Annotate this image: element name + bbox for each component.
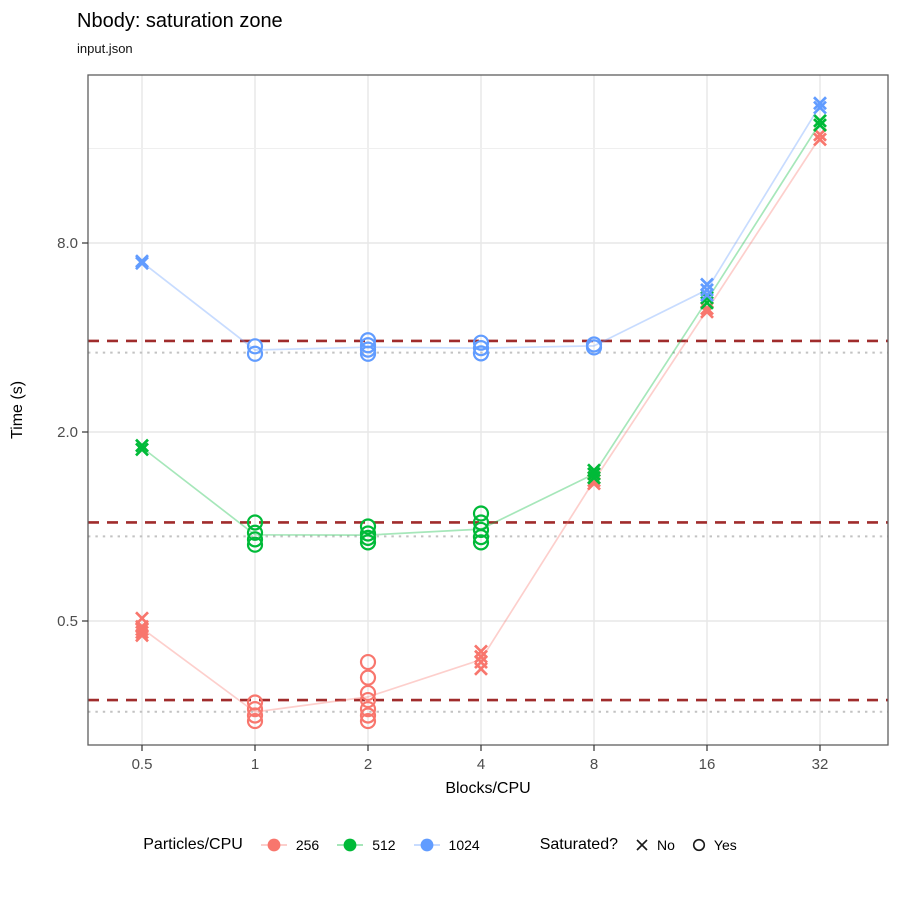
series-256-circle-marker (359, 653, 377, 671)
series-256-circle-marker (359, 669, 377, 686)
x-tick-label: 16 (699, 756, 716, 773)
panel-background (88, 75, 888, 745)
chart-title: Nbody: saturation zone (77, 10, 283, 32)
series-512-circle-marker (246, 536, 264, 553)
series-1024-circle-marker (472, 340, 490, 357)
series-512-circle-marker (246, 514, 264, 531)
series-1024-circle-marker (359, 337, 377, 354)
series-512-cross-marker (813, 113, 827, 128)
series-256-cross-marker (474, 644, 488, 659)
series-256-circle-marker (246, 707, 264, 724)
legend-item-512: 512 (335, 836, 396, 854)
series-1024-circle-marker (585, 339, 603, 356)
series-256-cross-marker (474, 661, 488, 676)
x-tick-label: 4 (477, 756, 485, 773)
series-1024-circle-marker (246, 338, 264, 355)
panel-border (87, 74, 889, 746)
series-1024-circle-marker (472, 345, 490, 362)
series-512-cross-marker (587, 467, 601, 481)
series-512-circle-marker (472, 529, 490, 546)
series-1024-circle-marker (246, 345, 264, 362)
cross-marker-icon (636, 839, 648, 851)
x-tick-label: 8 (590, 756, 598, 773)
series-1024-cross-marker (700, 277, 714, 292)
series-256-cross-marker (135, 628, 149, 643)
series-1024-key-icon (413, 838, 440, 852)
series-512-cross-marker (135, 442, 149, 457)
series-256-cross-marker (700, 301, 714, 316)
legend-item-1024: 1024 (412, 836, 480, 854)
y-tick-label: 8.0 (57, 235, 78, 252)
series-256-circle-marker (359, 691, 377, 709)
series-256-circle-marker (359, 712, 377, 730)
x-axis-title: Blocks/CPU (445, 780, 530, 797)
series-256-cross-marker (135, 625, 149, 640)
series-512-circle-marker (359, 525, 377, 542)
legend-color-group: Particles/CPU 256 512 (143, 836, 479, 854)
y-axis-title: Time (s) (9, 381, 26, 439)
series-256-circle-marker (359, 684, 377, 702)
series-1024-cross-marker (813, 100, 827, 115)
series-256-circle-marker (359, 701, 377, 718)
chart-subtitle: input.json (77, 41, 133, 56)
legend-item-256: 256 (259, 836, 319, 854)
y-tick-label: 0.5 (57, 613, 78, 630)
series-256-cross-marker (135, 622, 149, 637)
legend: Particles/CPU 256 512 (0, 836, 880, 854)
series-256-circle-marker (246, 712, 264, 730)
x-tick-label: 2 (364, 756, 372, 773)
legend-shape-title: Saturated? (539, 836, 618, 853)
series-1024-cross-marker (135, 254, 149, 269)
series-512-circle-marker (359, 534, 377, 551)
circle-marker-icon (692, 838, 705, 852)
legend-color-title: Particles/CPU (143, 836, 243, 853)
series-512-circle-marker (359, 529, 377, 546)
series-256-circle-marker (359, 707, 377, 724)
series-1024-circle-marker (359, 341, 377, 358)
series-1024-circle-marker (359, 345, 377, 362)
series-1024-cross-marker (135, 256, 149, 271)
plot-area: Blocks/CPU Time (s) 0.5 1 2 4 8 16 32 8.0 2.0 0.5 (9, 74, 889, 797)
x-tick-label: 1 (251, 756, 259, 773)
series-512-cross-marker (587, 470, 601, 485)
series-512-cross-marker (813, 118, 827, 133)
series-256-cross-marker (813, 132, 827, 147)
series-512-circle-marker (359, 518, 377, 535)
y-tick-label: 2.0 (57, 424, 78, 441)
series-1024-circle-marker (472, 334, 490, 351)
x-tick-label: 32 (812, 756, 829, 773)
series-512-circle-marker (472, 505, 490, 522)
legend-item-yes: Yes (691, 837, 737, 853)
series-256-key-icon (260, 838, 287, 852)
series-512-circle-marker (472, 521, 490, 539)
legend-shape-group: Saturated? No Yes (540, 836, 737, 854)
x-tick-label: 0.5 (132, 756, 153, 773)
series-512-circle-marker (472, 534, 490, 551)
series-512-circle-marker (246, 524, 264, 541)
series-1024-cross-marker (700, 282, 714, 297)
series-1024-cross-marker (700, 288, 714, 303)
series-512-cross-marker (135, 438, 149, 453)
series-256-cross-marker (474, 649, 488, 664)
series-512-circle-marker (246, 531, 264, 548)
series-1024-cross-marker (813, 96, 827, 111)
series-512-key-icon (337, 838, 364, 852)
legend-item-no: No (634, 837, 675, 853)
series-256-circle-marker (246, 701, 264, 718)
